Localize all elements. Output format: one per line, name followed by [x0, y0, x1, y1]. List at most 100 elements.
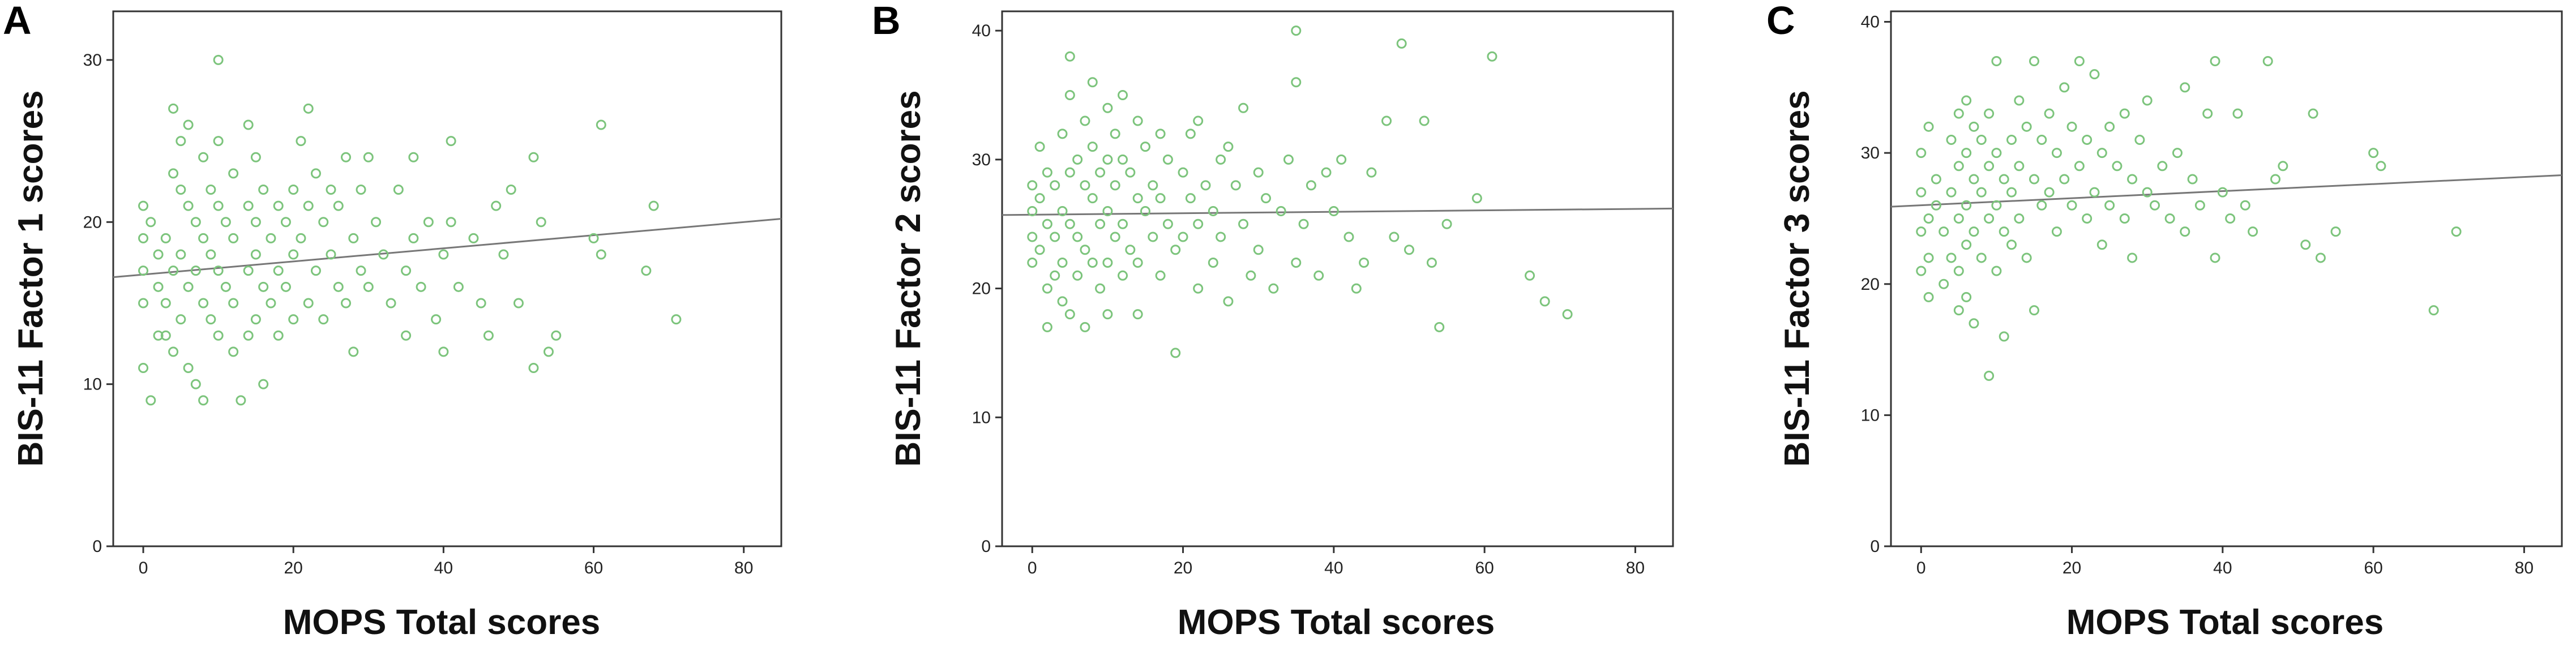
data-point — [138, 363, 149, 373]
data-point — [198, 233, 209, 243]
data-point — [250, 249, 261, 260]
data-point — [1343, 232, 1354, 242]
data-point — [2082, 213, 2093, 224]
data-point — [2232, 108, 2243, 119]
y-axis-label: BIS-11 Factor 1 scores — [11, 90, 50, 466]
data-point — [1525, 270, 1535, 281]
data-point — [176, 136, 186, 147]
data-point — [1283, 154, 1294, 165]
data-point — [2300, 239, 2311, 250]
y-tick-label: 20 — [1861, 275, 1880, 294]
data-point — [1155, 193, 1166, 204]
data-point — [2127, 252, 2138, 263]
data-point — [1027, 258, 1038, 268]
x-tick-label: 60 — [1475, 559, 1494, 577]
data-point — [213, 265, 224, 276]
data-point — [228, 298, 239, 309]
data-point — [2096, 148, 2107, 159]
data-point — [648, 200, 659, 211]
data-point — [1313, 270, 1324, 281]
data-point — [1253, 167, 1264, 178]
data-point — [250, 314, 261, 325]
data-point — [1170, 245, 1181, 255]
data-point — [1050, 270, 1060, 281]
data-point — [1291, 258, 1302, 268]
data-point — [596, 119, 606, 130]
data-point — [1080, 245, 1090, 255]
data-point — [1916, 187, 1927, 198]
x-tick-label: 0 — [1916, 559, 1926, 577]
data-point — [1961, 292, 1972, 302]
data-point — [2142, 95, 2153, 106]
data-point — [2308, 108, 2318, 119]
data-point — [1328, 205, 1339, 216]
data-point — [2021, 252, 2032, 263]
data-point — [341, 298, 352, 309]
data-point — [2202, 108, 2213, 119]
data-point — [1238, 102, 1249, 113]
data-point — [258, 185, 269, 195]
data-point — [371, 217, 382, 228]
data-point — [498, 249, 509, 260]
data-point — [528, 363, 539, 373]
data-point — [386, 298, 396, 309]
data-point — [1931, 174, 1941, 185]
data-point — [1991, 200, 2002, 211]
data-point — [1223, 142, 1234, 152]
y-tick-label: 10 — [1861, 406, 1880, 425]
data-point — [1102, 154, 1113, 165]
data-point — [1132, 115, 1143, 126]
data-point — [1095, 167, 1106, 178]
x-axis-label: MOPS Total scores — [283, 603, 600, 642]
data-point — [2082, 134, 2093, 145]
y-tick-label: 40 — [1861, 13, 1880, 32]
data-point — [1976, 252, 1987, 263]
data-point — [138, 233, 149, 243]
data-point — [1999, 226, 2009, 237]
data-point — [356, 185, 366, 195]
data-point — [2180, 226, 2190, 237]
data-point — [2127, 174, 2138, 185]
data-point — [1193, 283, 1204, 294]
data-point — [2194, 200, 2205, 211]
data-point — [543, 346, 554, 357]
y-tick-label: 30 — [1861, 144, 1880, 162]
data-point — [288, 249, 299, 260]
x-axis-label: MOPS Total scores — [2066, 603, 2384, 642]
data-point — [2262, 56, 2273, 67]
data-point — [1946, 134, 1957, 145]
panel-letter: C — [1766, 0, 1795, 42]
data-point — [318, 314, 329, 325]
data-point — [213, 54, 224, 65]
data-point — [2225, 213, 2236, 224]
data-point — [671, 314, 682, 325]
data-point — [168, 265, 179, 276]
data-point — [1102, 309, 1113, 320]
data-point — [1193, 115, 1204, 126]
data-point — [1991, 265, 2002, 276]
data-point — [213, 200, 224, 211]
data-point — [296, 136, 306, 147]
data-point — [423, 217, 434, 228]
data-point — [2104, 121, 2115, 132]
data-point — [1110, 180, 1120, 191]
data-point — [1185, 193, 1196, 204]
data-point — [2180, 82, 2190, 93]
data-point — [416, 281, 426, 292]
data-point — [2240, 200, 2250, 211]
data-point — [2428, 305, 2439, 316]
data-point — [1110, 232, 1120, 242]
data-point — [146, 217, 156, 228]
data-point — [1034, 142, 1045, 152]
data-point — [2119, 108, 2130, 119]
regression-line — [113, 218, 782, 279]
data-point — [2210, 56, 2220, 67]
data-point — [393, 185, 404, 195]
data-point — [2029, 174, 2039, 185]
data-point — [1246, 270, 1256, 281]
chart-panel-a: 0 10 20 30 0 20 40 60 80 MOPS Total scores BIS-11 … — [3, 0, 782, 642]
data-point — [1366, 167, 1377, 178]
y-tick-label: 10 — [972, 408, 991, 427]
x-tick-label: 40 — [1324, 559, 1343, 577]
data-point — [1148, 180, 1158, 191]
